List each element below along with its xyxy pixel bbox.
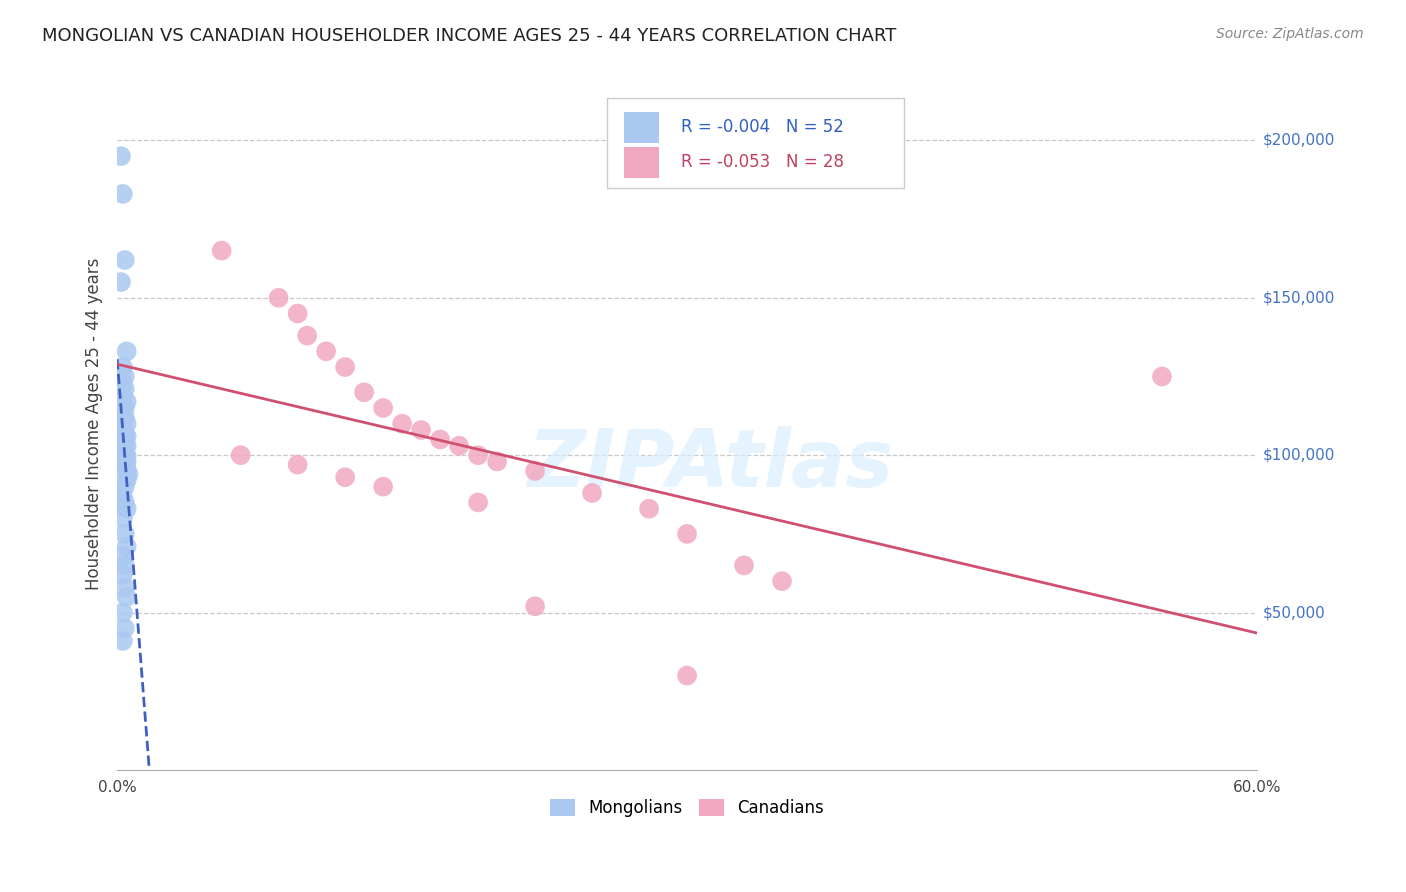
Text: R = -0.053   N = 28: R = -0.053 N = 28 bbox=[682, 153, 845, 171]
Point bbox=[429, 433, 451, 447]
Point bbox=[638, 501, 661, 516]
Text: R = -0.004   N = 52: R = -0.004 N = 52 bbox=[682, 119, 844, 136]
FancyBboxPatch shape bbox=[607, 98, 904, 188]
Point bbox=[111, 359, 134, 374]
Point bbox=[114, 527, 136, 541]
Point bbox=[114, 433, 136, 447]
Point bbox=[449, 439, 471, 453]
Point bbox=[110, 149, 132, 163]
Point bbox=[391, 417, 413, 431]
Point bbox=[295, 328, 318, 343]
Point bbox=[115, 454, 138, 468]
Point bbox=[117, 467, 139, 481]
Point bbox=[115, 540, 138, 554]
Point bbox=[114, 410, 136, 425]
Point bbox=[111, 459, 134, 474]
Point bbox=[211, 244, 233, 258]
Point bbox=[524, 464, 547, 478]
Point bbox=[111, 451, 134, 466]
Point bbox=[467, 495, 489, 509]
Point bbox=[411, 423, 433, 437]
Point bbox=[111, 549, 134, 563]
Point bbox=[333, 470, 356, 484]
Bar bbox=[624, 146, 658, 178]
Point bbox=[115, 344, 138, 359]
Point bbox=[114, 435, 136, 450]
Text: MONGOLIAN VS CANADIAN HOUSEHOLDER INCOME AGES 25 - 44 YEARS CORRELATION CHART: MONGOLIAN VS CANADIAN HOUSEHOLDER INCOME… bbox=[42, 27, 897, 45]
Point bbox=[229, 448, 252, 462]
Point bbox=[114, 445, 136, 459]
Point bbox=[676, 668, 699, 682]
Point bbox=[115, 462, 138, 476]
Text: ZIPAtlas: ZIPAtlas bbox=[527, 426, 893, 504]
Point bbox=[111, 447, 134, 461]
Point bbox=[115, 439, 138, 453]
Point bbox=[115, 394, 138, 409]
Text: $100,000: $100,000 bbox=[1263, 448, 1336, 463]
Point bbox=[114, 369, 136, 384]
Point bbox=[111, 407, 134, 421]
Point bbox=[676, 527, 699, 541]
Point bbox=[581, 486, 603, 500]
Point bbox=[315, 344, 337, 359]
Point bbox=[111, 388, 134, 402]
Point bbox=[467, 448, 489, 462]
Point bbox=[114, 458, 136, 472]
Point bbox=[111, 433, 134, 447]
Point bbox=[770, 574, 793, 588]
Point bbox=[115, 501, 138, 516]
Point bbox=[114, 401, 136, 415]
Point bbox=[115, 449, 138, 463]
Point bbox=[287, 458, 309, 472]
Point bbox=[114, 558, 136, 573]
Bar bbox=[624, 112, 658, 144]
Point bbox=[114, 464, 136, 478]
Point bbox=[114, 426, 136, 441]
Point bbox=[333, 359, 356, 374]
Point bbox=[115, 590, 138, 604]
Point bbox=[111, 567, 134, 582]
Point bbox=[115, 474, 138, 488]
Point bbox=[114, 581, 136, 595]
Point bbox=[115, 429, 138, 443]
Point bbox=[267, 291, 290, 305]
Point bbox=[114, 382, 136, 396]
Point bbox=[114, 495, 136, 509]
Point bbox=[111, 442, 134, 456]
Point bbox=[111, 423, 134, 437]
Point bbox=[115, 417, 138, 431]
Point bbox=[114, 621, 136, 635]
Text: $150,000: $150,000 bbox=[1263, 290, 1336, 305]
Point bbox=[1150, 369, 1173, 384]
Legend: Mongolians, Canadians: Mongolians, Canadians bbox=[543, 792, 831, 824]
Point bbox=[114, 253, 136, 268]
Text: Source: ZipAtlas.com: Source: ZipAtlas.com bbox=[1216, 27, 1364, 41]
Point bbox=[111, 376, 134, 390]
Point bbox=[353, 385, 375, 400]
Point bbox=[287, 307, 309, 321]
Point bbox=[114, 448, 136, 462]
Text: $200,000: $200,000 bbox=[1263, 133, 1336, 148]
Point bbox=[111, 511, 134, 525]
Point bbox=[111, 489, 134, 503]
Point bbox=[371, 401, 394, 415]
Point bbox=[114, 443, 136, 458]
Point bbox=[114, 480, 136, 494]
Point bbox=[111, 186, 134, 201]
Point bbox=[114, 450, 136, 464]
Point bbox=[111, 634, 134, 648]
Point bbox=[733, 558, 755, 573]
Point bbox=[110, 275, 132, 289]
Point bbox=[371, 480, 394, 494]
Point bbox=[524, 599, 547, 614]
Point bbox=[111, 606, 134, 620]
Text: $50,000: $50,000 bbox=[1263, 605, 1326, 620]
Point bbox=[486, 454, 509, 468]
Y-axis label: Householder Income Ages 25 - 44 years: Householder Income Ages 25 - 44 years bbox=[86, 258, 103, 590]
